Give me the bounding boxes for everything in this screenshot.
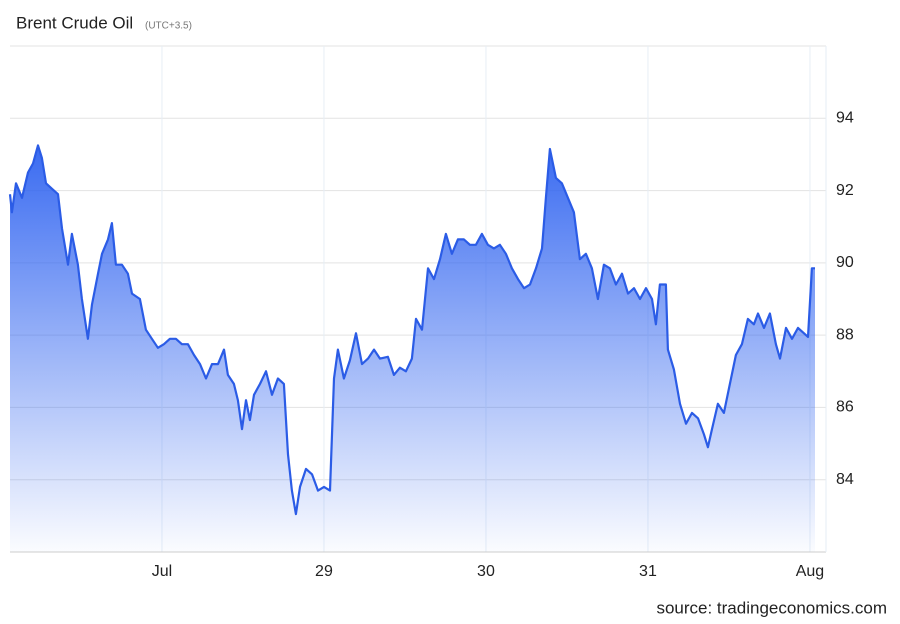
y-tick-label: 84 <box>836 471 854 488</box>
plot <box>8 144 815 552</box>
x-tick-label: 31 <box>639 563 657 580</box>
x-tick-label: 29 <box>315 563 333 580</box>
x-tick-label: Jul <box>152 563 172 580</box>
y-tick-label: 92 <box>836 182 854 199</box>
price-line <box>8 144 815 516</box>
source-note: source: tradingeconomics.com <box>656 598 887 617</box>
y-tick-label: 86 <box>836 399 854 416</box>
x-tick-label: 30 <box>477 563 495 580</box>
y-tick-label: 90 <box>836 254 854 271</box>
x-tick-label: Aug <box>796 563 824 580</box>
y-tick-label: 94 <box>836 110 854 127</box>
chart-subtitle: (UTC+3.5) <box>145 21 192 32</box>
chart-title: Brent Crude Oil <box>16 13 133 32</box>
area-fill <box>10 145 815 552</box>
y-tick-label: 88 <box>836 326 854 343</box>
